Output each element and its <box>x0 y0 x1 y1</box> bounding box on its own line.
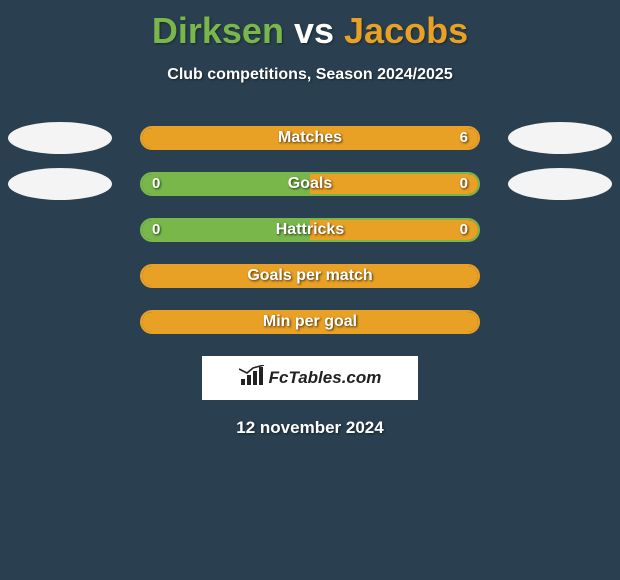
stats-content: Matches6Goals00Hattricks00Goals per matc… <box>0 126 620 438</box>
avatar-placeholder <box>508 122 612 154</box>
avatar-placeholder <box>508 168 612 200</box>
date-text: 12 november 2024 <box>0 418 620 438</box>
brand-box: FcTables.com <box>202 356 418 400</box>
bar-chart-icon <box>239 365 265 392</box>
comparison-title: Dirksen vs Jacobs <box>0 0 620 52</box>
stat-row: Min per goal <box>140 310 480 334</box>
stat-label: Goals <box>142 174 478 194</box>
player2-name: Jacobs <box>344 10 468 51</box>
subtitle: Club competitions, Season 2024/2025 <box>0 66 620 84</box>
stat-label: Hattricks <box>142 220 478 240</box>
avatar-placeholder <box>8 168 112 200</box>
stat-row: Hattricks0 0 <box>140 218 480 242</box>
stat-row: Goals per match <box>140 264 480 288</box>
stat-row: Goals0 0 <box>140 172 480 196</box>
stat-value-right: 0 <box>460 220 468 240</box>
stat-label: Matches <box>142 128 478 148</box>
stat-rows: Matches6Goals00Hattricks00Goals per matc… <box>140 126 480 334</box>
stat-label: Goals per match <box>142 266 478 286</box>
player1-name: Dirksen <box>152 10 284 51</box>
avatar-placeholder <box>8 122 112 154</box>
stat-value-left: 0 <box>152 174 160 194</box>
brand-text: FcTables.com <box>269 368 382 388</box>
stat-value-right: 6 <box>460 128 468 148</box>
stat-row: Matches6 <box>140 126 480 150</box>
vs-text: vs <box>294 10 334 51</box>
stat-label: Min per goal <box>142 312 478 332</box>
stat-value-right: 0 <box>460 174 468 194</box>
stat-value-left: 0 <box>152 220 160 240</box>
